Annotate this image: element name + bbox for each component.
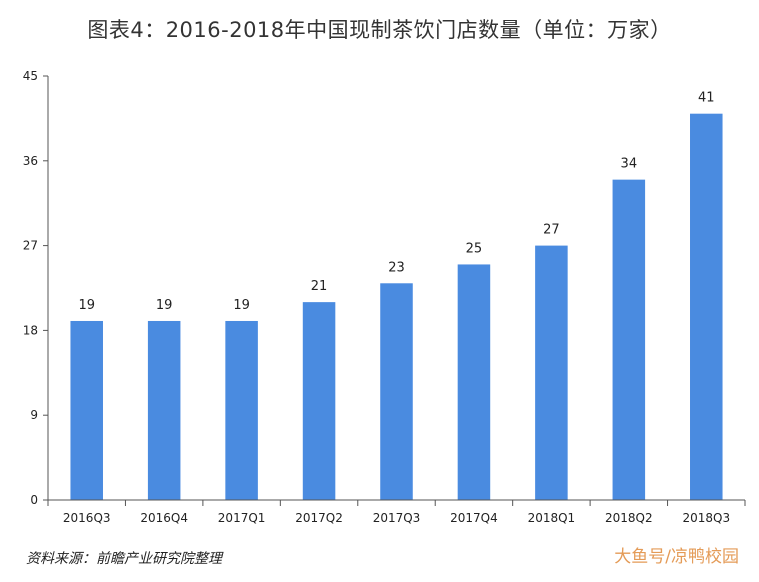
bar-2017Q4 [457, 264, 491, 500]
y-tick-label: 0 [30, 493, 38, 507]
data-labels: 19 19 19 21 23 25 27 34 41 [78, 91, 714, 313]
bar-2018Q2 [612, 179, 646, 500]
data-label: 25 [466, 241, 483, 256]
x-tick-label: 2018Q3 [682, 511, 730, 525]
bar-2017Q3 [380, 283, 413, 500]
x-tick-label: 2017Q3 [373, 511, 421, 525]
data-label: 19 [156, 298, 173, 313]
y-tick-label: 18 [23, 323, 38, 337]
data-label: 34 [621, 157, 638, 172]
x-tick-label: 2017Q1 [218, 511, 266, 525]
data-label: 19 [78, 298, 95, 313]
x-tick-label: 2017Q4 [450, 511, 498, 525]
x-tick-label: 2018Q2 [605, 511, 653, 525]
y-tick-label: 9 [30, 408, 38, 422]
data-label: 21 [311, 279, 328, 294]
data-label: 27 [543, 223, 560, 238]
x-tick-label: 2016Q3 [63, 511, 111, 525]
data-label: 19 [233, 298, 250, 313]
bar-2018Q3 [690, 113, 723, 500]
chart-title: 图表4：2016-2018年中国现制茶饮门店数量（单位：万家） [87, 18, 672, 42]
y-tick-label: 45 [23, 69, 38, 83]
data-label: 41 [698, 91, 715, 106]
x-tick-label: 2018Q1 [528, 511, 576, 525]
source-note: 资料来源：前瞻产业研究院整理 [26, 551, 222, 567]
bar-2016Q3 [70, 320, 103, 500]
bar-2017Q2 [302, 302, 336, 500]
x-tick-label: 2017Q2 [295, 511, 343, 525]
y-axis-ticks: 0 9 18 27 36 45 [23, 69, 49, 507]
bars [70, 113, 723, 500]
y-tick-label: 27 [23, 239, 38, 253]
y-tick-label: 36 [23, 154, 38, 168]
data-label: 23 [388, 260, 405, 275]
bar-2017Q1 [225, 320, 258, 500]
x-axis: 2016Q3 2016Q4 2017Q1 2017Q2 2017Q3 2017Q4 2018… [47, 499, 746, 525]
x-tick-label: 2016Q4 [140, 511, 188, 525]
bar-2018Q1 [535, 245, 568, 500]
bar-2016Q4 [147, 320, 181, 500]
watermark-text: 大鱼号/凉鸭校园 [614, 547, 739, 567]
